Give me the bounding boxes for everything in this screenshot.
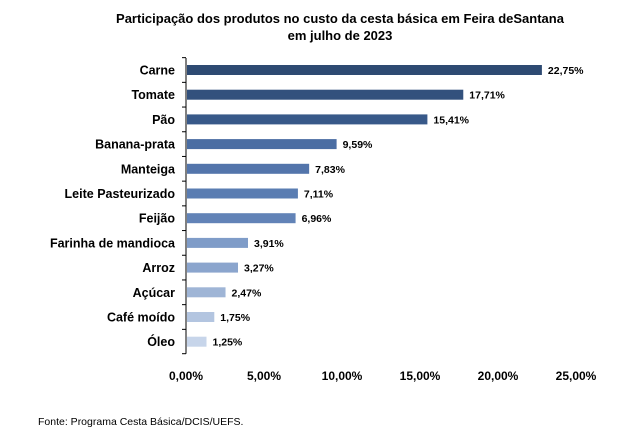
bar [187,237,248,248]
bar [187,139,337,150]
x-tick-label: 15,00% [400,369,441,383]
chart-title-line-2: em julho de 2023 [287,28,393,43]
bar [187,262,239,273]
data-label: 7,11% [304,189,334,201]
category-label: Farinha de mandioca [50,236,176,250]
bar [187,188,298,199]
category-label: Açúcar [133,286,176,300]
x-tick-label: 5,00% [247,369,281,383]
category-label: Arroz [142,261,175,275]
data-label: 1,75% [220,312,250,324]
category-label: Café moído [107,311,175,325]
data-label: 17,71% [469,90,505,102]
category-label: Carne [140,64,175,78]
x-tick-label: 20,00% [478,369,519,383]
category-label: Feijão [139,212,175,226]
category-label: Óleo [147,334,175,349]
data-label: 7,83% [315,164,345,176]
data-label: 15,41% [433,114,469,126]
data-label: 2,47% [232,287,262,299]
data-label: 1,25% [213,337,243,349]
category-label: Tomate [131,88,175,102]
bar [187,65,542,75]
category-label: Pão [152,113,175,127]
chart-title-line-1: Participação dos produtos no custo da ce… [116,11,564,26]
bar [187,336,207,347]
data-label: 9,59% [343,139,373,151]
x-tick-label: 10,00% [322,369,363,383]
x-tick-label: 25,00% [556,369,597,383]
category-label: Manteiga [121,162,176,176]
data-label: 22,75% [548,65,584,77]
source-note: Fonte: Programa Cesta Básica/DCIS/UEFS. [38,416,244,428]
bar [187,89,464,100]
bar [187,312,215,322]
bar [187,287,226,298]
data-label: 3,27% [244,263,274,275]
category-label: Banana-prata [95,138,176,152]
bar [187,163,310,174]
x-tick-label: 0,00% [169,369,203,383]
category-label: Leite Pasteurizado [65,187,176,201]
bar [187,114,428,125]
data-label: 6,96% [302,213,332,225]
bar [187,213,296,224]
data-label: 3,91% [254,238,284,250]
